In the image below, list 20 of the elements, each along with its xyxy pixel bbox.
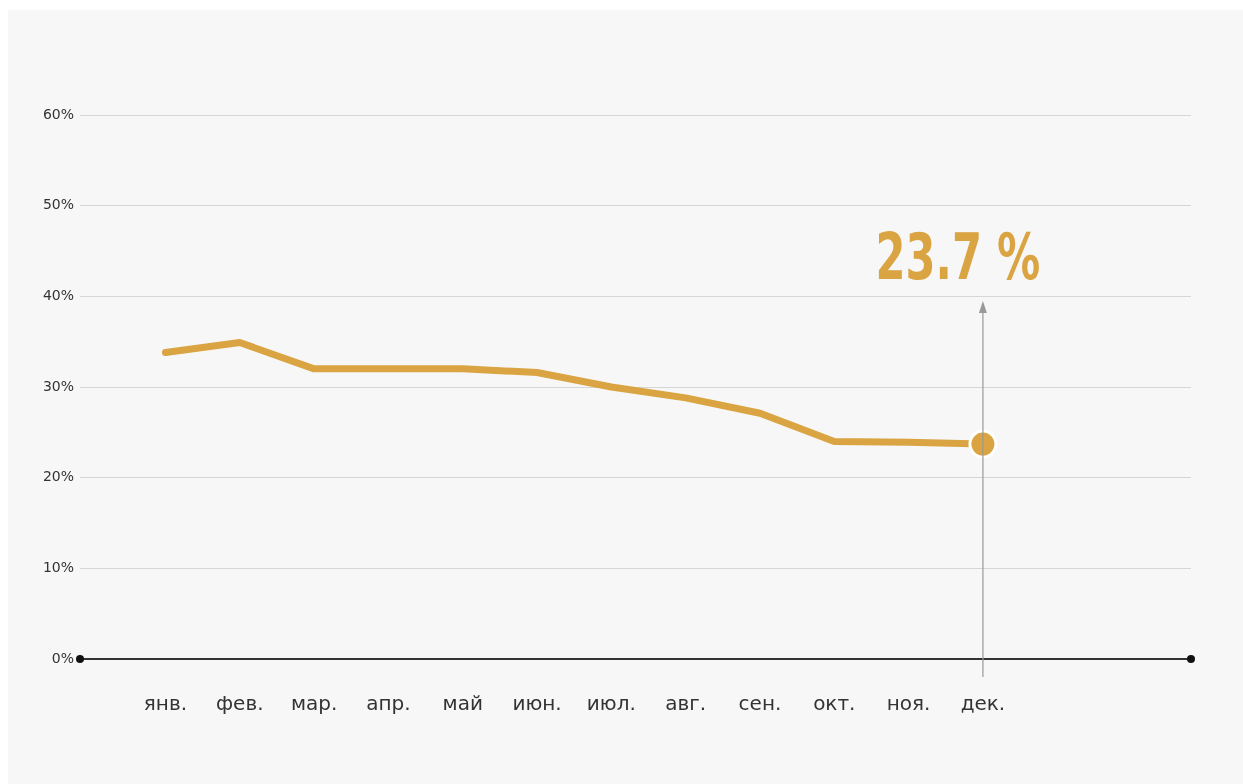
x-tick-label: мар. xyxy=(290,691,338,716)
annotation: 23.7 % xyxy=(875,219,1041,294)
x-tick-label: ноя. xyxy=(886,691,931,716)
x-tick-label: июл. xyxy=(586,691,636,716)
y-tick-label: 10% xyxy=(42,558,74,575)
x-tick-label: июн. xyxy=(512,691,562,716)
y-tick-label: 30% xyxy=(42,377,74,394)
y-tick-label: 50% xyxy=(42,196,74,213)
y-tick-label: 40% xyxy=(42,286,74,303)
x-tick-label: авг. xyxy=(665,691,707,716)
x-tick-label: фев. xyxy=(215,691,264,716)
x-tick-label: май xyxy=(442,691,483,716)
x-tick-label: апр. xyxy=(366,691,411,716)
x-tick-label: окт. xyxy=(813,691,856,716)
y-tick-label: 0% xyxy=(51,649,74,666)
x-tick-label: дек. xyxy=(960,691,1006,716)
x-tick-label: сен. xyxy=(738,691,782,716)
y-tick-label: 60% xyxy=(42,105,74,122)
x-tick-label: янв. xyxy=(143,691,188,716)
y-tick-label: 20% xyxy=(42,468,74,485)
